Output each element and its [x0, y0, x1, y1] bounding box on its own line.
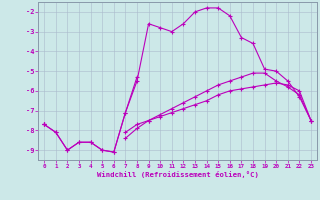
X-axis label: Windchill (Refroidissement éolien,°C): Windchill (Refroidissement éolien,°C): [97, 171, 259, 178]
